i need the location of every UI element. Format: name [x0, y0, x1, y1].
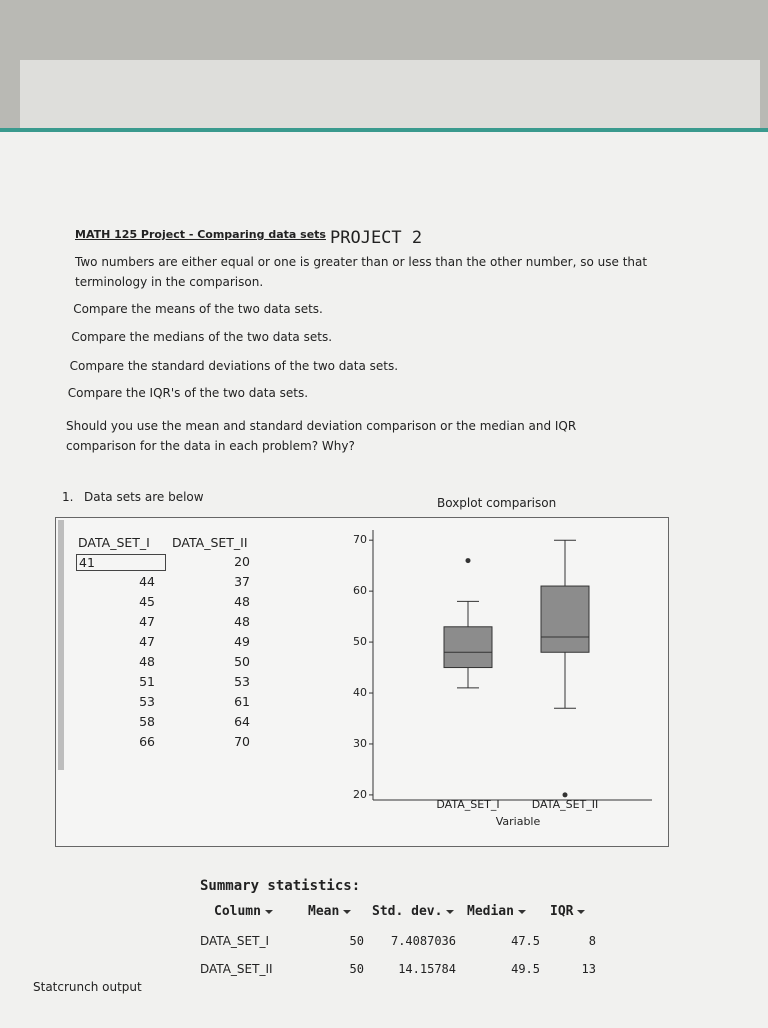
statcrunch-panel — [55, 517, 669, 847]
summary-header: Column — [214, 904, 273, 919]
column-header: DATA_SET_II — [172, 535, 248, 550]
table-cell: 20 — [234, 554, 250, 569]
summary-cell: 8 — [588, 934, 596, 948]
instruction: Compare the means of the two data sets. — [73, 302, 323, 316]
box — [540, 585, 590, 653]
table-cell: 70 — [234, 734, 250, 749]
table-cell: 50 — [234, 654, 250, 669]
summary-cell: 50 — [349, 962, 364, 976]
problem-label: Data sets are below — [84, 490, 204, 504]
footer: Statcrunch output — [33, 980, 142, 994]
y-tick-label: 70 — [353, 533, 367, 546]
summary-header: Mean — [308, 904, 351, 919]
problem-number: 1. — [62, 490, 74, 504]
row-strip — [58, 520, 64, 770]
table-cell: 58 — [139, 714, 155, 729]
instruction: Should you use the mean and standard dev… — [66, 419, 577, 453]
x-axis-label: Variable — [496, 815, 541, 828]
column-header: DATA_SET_I — [78, 535, 150, 550]
summary-cell: DATA_SET_I — [200, 934, 269, 948]
y-tick-label: 20 — [353, 788, 367, 801]
table-cell: 41 — [76, 554, 166, 571]
table-cell: 47 — [139, 634, 155, 649]
box — [443, 626, 493, 669]
y-tick-label: 50 — [353, 635, 367, 648]
title: MATH 125 Project - Comparing data sets — [75, 228, 326, 241]
summary-cell: DATA_SET_II — [200, 962, 273, 976]
chart-title: Boxplot comparison — [437, 496, 557, 510]
y-tick-label: 30 — [353, 737, 367, 750]
table-cell: 64 — [234, 714, 250, 729]
summary-header: IQR — [550, 904, 585, 919]
summary-cell: 7.4087036 — [390, 934, 456, 948]
summary-title: Summary statistics: — [200, 878, 361, 894]
table-cell: 49 — [234, 634, 250, 649]
summary-cell: 49.5 — [511, 962, 540, 976]
summary-cell: 13 — [581, 962, 596, 976]
table-cell: 53 — [139, 694, 155, 709]
table-cell: 44 — [139, 574, 155, 589]
summary-header: Median — [467, 904, 526, 919]
x-tick-label: DATA_SET_I — [436, 798, 499, 811]
instruction: Two numbers are either equal or one is g… — [75, 255, 648, 289]
summary-cell: 14.15784 — [398, 962, 456, 976]
instruction: Compare the medians of the two data sets… — [71, 330, 333, 344]
table-cell: 48 — [234, 594, 250, 609]
summary-header: Std. dev. — [372, 904, 454, 919]
table-cell: 53 — [234, 674, 250, 689]
table-cell: 37 — [234, 574, 250, 589]
table-cell: 66 — [139, 734, 155, 749]
table-cell: 45 — [139, 594, 155, 609]
summary-cell: 50 — [349, 934, 364, 948]
table-cell: 48 — [234, 614, 250, 629]
instruction: Compare the IQR's of the two data sets. — [67, 386, 309, 400]
summary-cell: 47.5 — [511, 934, 540, 948]
table-cell: 47 — [139, 614, 155, 629]
y-tick-label: 40 — [353, 686, 367, 699]
table-cell: 48 — [139, 654, 155, 669]
table-cell: 61 — [234, 694, 250, 709]
instruction: Compare the standard deviations of the t… — [69, 359, 399, 373]
y-tick-label: 60 — [353, 584, 367, 597]
outlier — [465, 558, 471, 564]
outlier — [562, 792, 568, 798]
handwritten-note: PROJECT 2 — [330, 228, 423, 248]
table-cell: 51 — [139, 674, 155, 689]
x-tick-label: DATA_SET_II — [532, 798, 598, 811]
